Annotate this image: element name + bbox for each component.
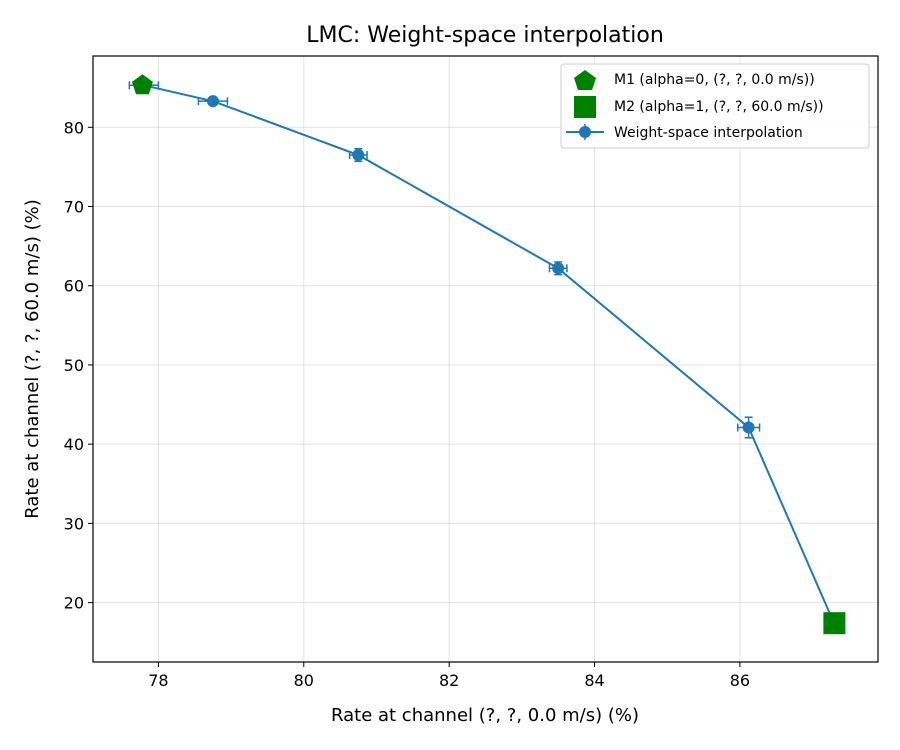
legend-label-interp: Weight-space interpolation — [614, 125, 803, 141]
m2-square-marker — [823, 612, 846, 635]
legend-square-marker — [574, 96, 596, 118]
interpolation-point — [352, 149, 365, 162]
m1-pentagon-marker — [132, 74, 153, 95]
interpolation-line — [143, 84, 836, 625]
x-tick-label: 82 — [439, 671, 459, 690]
chart-title: LMC: Weight-space interpolation — [306, 23, 664, 48]
legend-circle-marker — [579, 126, 591, 138]
x-tick-label: 80 — [294, 671, 314, 690]
y-tick-label: 50 — [64, 356, 84, 375]
axis-ticks: 78 80 82 84 86 20 30 40 50 60 70 80 — [64, 118, 750, 690]
y-tick-label: 30 — [64, 514, 84, 533]
x-tick-label: 78 — [148, 671, 168, 690]
legend-label-m1: M1 (alpha=0, (?, ?, 0.0 m/s)) — [614, 72, 815, 88]
legend-pentagon-marker — [574, 70, 596, 90]
legend: M1 (alpha=0, (?, ?, 0.0 m/s)) M2 (alpha=… — [560, 63, 870, 149]
plot-frame — [92, 55, 879, 663]
interpolation-point — [742, 421, 755, 434]
legend-box — [560, 63, 870, 149]
y-tick-label: 70 — [64, 198, 84, 217]
x-axis-label: Rate at channel (?, ?, 0.0 m/s) (%) — [331, 705, 639, 726]
y-tick-label: 20 — [64, 594, 84, 613]
x-tick-label: 84 — [584, 671, 604, 690]
y-tick-label: 60 — [64, 277, 84, 296]
y-axis-label: Rate at channel (?, ?, 60.0 m/s) (%) — [22, 199, 43, 518]
y-tick-label: 80 — [64, 118, 84, 137]
y-tick-label: 40 — [64, 435, 84, 454]
plot-area — [128, 74, 846, 635]
interpolation-point — [552, 262, 565, 275]
x-tick-label: 86 — [730, 671, 750, 690]
interpolation-point — [206, 95, 219, 108]
grid — [93, 56, 878, 662]
legend-label-m2: M2 (alpha=1, (?, ?, 60.0 m/s)) — [614, 99, 824, 115]
